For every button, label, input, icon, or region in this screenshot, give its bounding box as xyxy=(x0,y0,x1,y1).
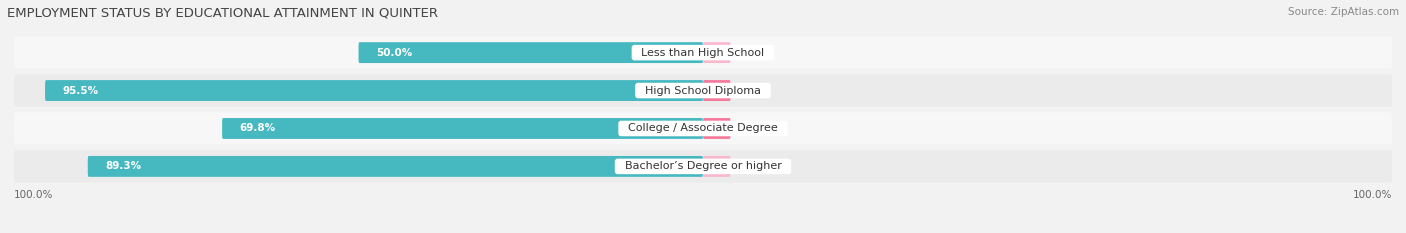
FancyBboxPatch shape xyxy=(14,112,1392,145)
Text: High School Diploma: High School Diploma xyxy=(638,86,768,96)
FancyBboxPatch shape xyxy=(87,156,703,177)
FancyBboxPatch shape xyxy=(359,42,703,63)
Text: Source: ZipAtlas.com: Source: ZipAtlas.com xyxy=(1288,7,1399,17)
Text: 89.3%: 89.3% xyxy=(105,161,141,171)
Text: College / Associate Degree: College / Associate Degree xyxy=(621,123,785,134)
Text: Less than High School: Less than High School xyxy=(634,48,772,58)
FancyBboxPatch shape xyxy=(703,156,731,177)
Text: EMPLOYMENT STATUS BY EDUCATIONAL ATTAINMENT IN QUINTER: EMPLOYMENT STATUS BY EDUCATIONAL ATTAINM… xyxy=(7,7,439,20)
Text: 2.4%: 2.4% xyxy=(741,86,770,96)
Text: 100.0%: 100.0% xyxy=(14,190,53,200)
FancyBboxPatch shape xyxy=(222,118,703,139)
Text: 0.0%: 0.0% xyxy=(741,48,770,58)
Text: 100.0%: 100.0% xyxy=(1353,190,1392,200)
Text: 50.0%: 50.0% xyxy=(375,48,412,58)
FancyBboxPatch shape xyxy=(703,42,731,63)
FancyBboxPatch shape xyxy=(703,80,731,101)
FancyBboxPatch shape xyxy=(14,37,1392,69)
FancyBboxPatch shape xyxy=(45,80,703,101)
FancyBboxPatch shape xyxy=(14,150,1392,182)
FancyBboxPatch shape xyxy=(703,118,731,139)
FancyBboxPatch shape xyxy=(14,74,1392,107)
Text: Bachelor’s Degree or higher: Bachelor’s Degree or higher xyxy=(617,161,789,171)
Text: 69.8%: 69.8% xyxy=(239,123,276,134)
Text: 0.0%: 0.0% xyxy=(741,161,770,171)
Text: 95.5%: 95.5% xyxy=(62,86,98,96)
Text: 3.8%: 3.8% xyxy=(741,123,770,134)
